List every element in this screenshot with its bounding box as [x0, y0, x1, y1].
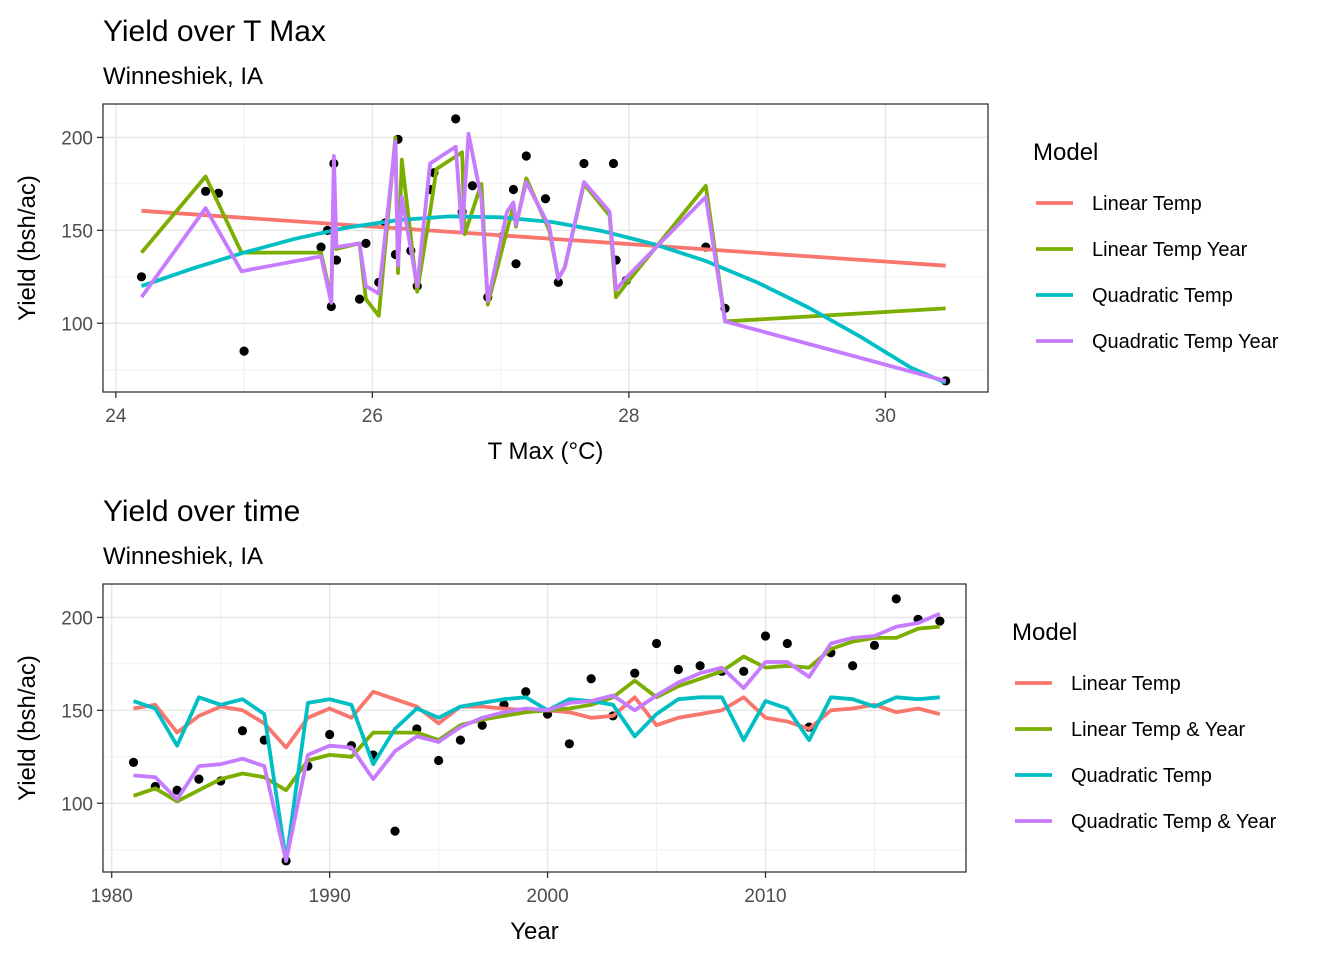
data-point	[651, 638, 662, 649]
plot-panel	[103, 104, 988, 392]
y-tick-label: 100	[61, 314, 93, 335]
data-point	[553, 277, 563, 287]
legend: Model Linear Temp Linear Temp & Year Quadra…	[1012, 619, 1277, 833]
data-point	[695, 661, 705, 671]
series-line-quadratic-temp-year	[139, 131, 947, 383]
x-tick-label: 30	[875, 406, 896, 427]
data-point	[237, 726, 248, 736]
data-point	[869, 640, 880, 650]
data-point	[477, 720, 487, 730]
data-point	[451, 114, 461, 124]
y-tick-label: 150	[61, 701, 93, 722]
chart-subtitle: Winneshiek, IA	[103, 63, 263, 90]
chart-2: Yield over time Winneshiek, IA 1980 1990 200…	[14, 495, 1277, 945]
x-tick-label: 24	[105, 406, 127, 427]
data-point	[455, 735, 466, 745]
data-point	[434, 755, 444, 766]
data-point	[331, 255, 342, 265]
chart-1: Yield over T Max Winneshiek, IA 24 26 28 30 10…	[14, 15, 1279, 465]
plot-layer	[136, 114, 951, 386]
data-point	[848, 661, 858, 671]
chart-title: Yield over T Max	[103, 15, 326, 48]
data-point	[467, 181, 477, 191]
data-point	[540, 194, 551, 204]
y-axis-label: Yield (bsh/ac)	[14, 655, 41, 801]
legend-label: Linear Temp Year	[1092, 239, 1248, 261]
y-axis-label: Yield (bsh/ac)	[14, 175, 41, 321]
data-point	[136, 272, 147, 282]
series-line-quadratic-temp	[140, 214, 947, 385]
data-point	[390, 826, 400, 836]
data-point	[891, 594, 901, 604]
plot-border	[102, 583, 967, 873]
legend-label: Linear Temp	[1071, 673, 1181, 695]
chart-title: Yield over time	[103, 495, 300, 528]
y-tick-label: 150	[61, 221, 93, 242]
data-point	[521, 687, 531, 697]
data-point	[782, 638, 792, 649]
y-tick-label: 100	[61, 794, 93, 815]
data-point	[325, 729, 335, 740]
chart-subtitle: Winneshiek, IA	[103, 543, 263, 570]
legend-title: Model	[1012, 619, 1077, 646]
legend-label: Quadratic Temp & Year	[1071, 811, 1277, 833]
y-tick-label: 200	[61, 128, 93, 149]
data-point	[564, 739, 574, 749]
x-tick-label: 1980	[91, 886, 133, 907]
data-point	[673, 664, 683, 675]
series-line-quadratic-temp	[132, 695, 940, 863]
x-tick-label: 2000	[526, 886, 568, 907]
legend-title: Model	[1033, 139, 1098, 166]
x-axis-label: Year	[510, 918, 559, 945]
data-point	[316, 242, 326, 252]
data-point	[128, 757, 139, 767]
x-tick-label: 1990	[309, 886, 351, 907]
data-point	[586, 674, 596, 684]
data-point	[508, 184, 519, 195]
plot-layer	[128, 594, 945, 866]
series-line-linear-temp	[141, 208, 946, 268]
data-point	[739, 666, 749, 676]
data-point	[201, 186, 211, 196]
plot-border	[102, 103, 989, 393]
legend-label: Quadratic Temp	[1092, 285, 1233, 307]
data-point	[630, 668, 640, 678]
data-point	[760, 631, 771, 641]
data-point	[326, 301, 336, 312]
x-tick-label: 2010	[744, 886, 786, 907]
series-line-quadratic-temp-year	[133, 611, 941, 863]
legend: Model Linear Temp Linear Temp Year Quadrati…	[1033, 139, 1279, 353]
x-tick-label: 26	[362, 406, 383, 427]
legend-label: Linear Temp & Year	[1071, 719, 1246, 741]
y-tick-label: 200	[61, 608, 93, 629]
x-axis-label: T Max (°C)	[488, 438, 604, 465]
data-point	[521, 151, 531, 161]
data-point	[239, 346, 249, 356]
data-point	[194, 774, 204, 784]
data-point	[579, 158, 589, 169]
legend-label: Quadratic Temp	[1071, 765, 1212, 787]
x-tick-label: 28	[618, 406, 639, 427]
legend-label: Quadratic Temp Year	[1092, 331, 1279, 353]
plot-panel	[103, 584, 966, 872]
data-point	[511, 259, 521, 269]
data-point	[935, 616, 945, 626]
data-point	[608, 158, 619, 169]
data-point	[361, 238, 371, 248]
data-point	[354, 294, 365, 304]
legend-label: Linear Temp	[1092, 193, 1202, 215]
